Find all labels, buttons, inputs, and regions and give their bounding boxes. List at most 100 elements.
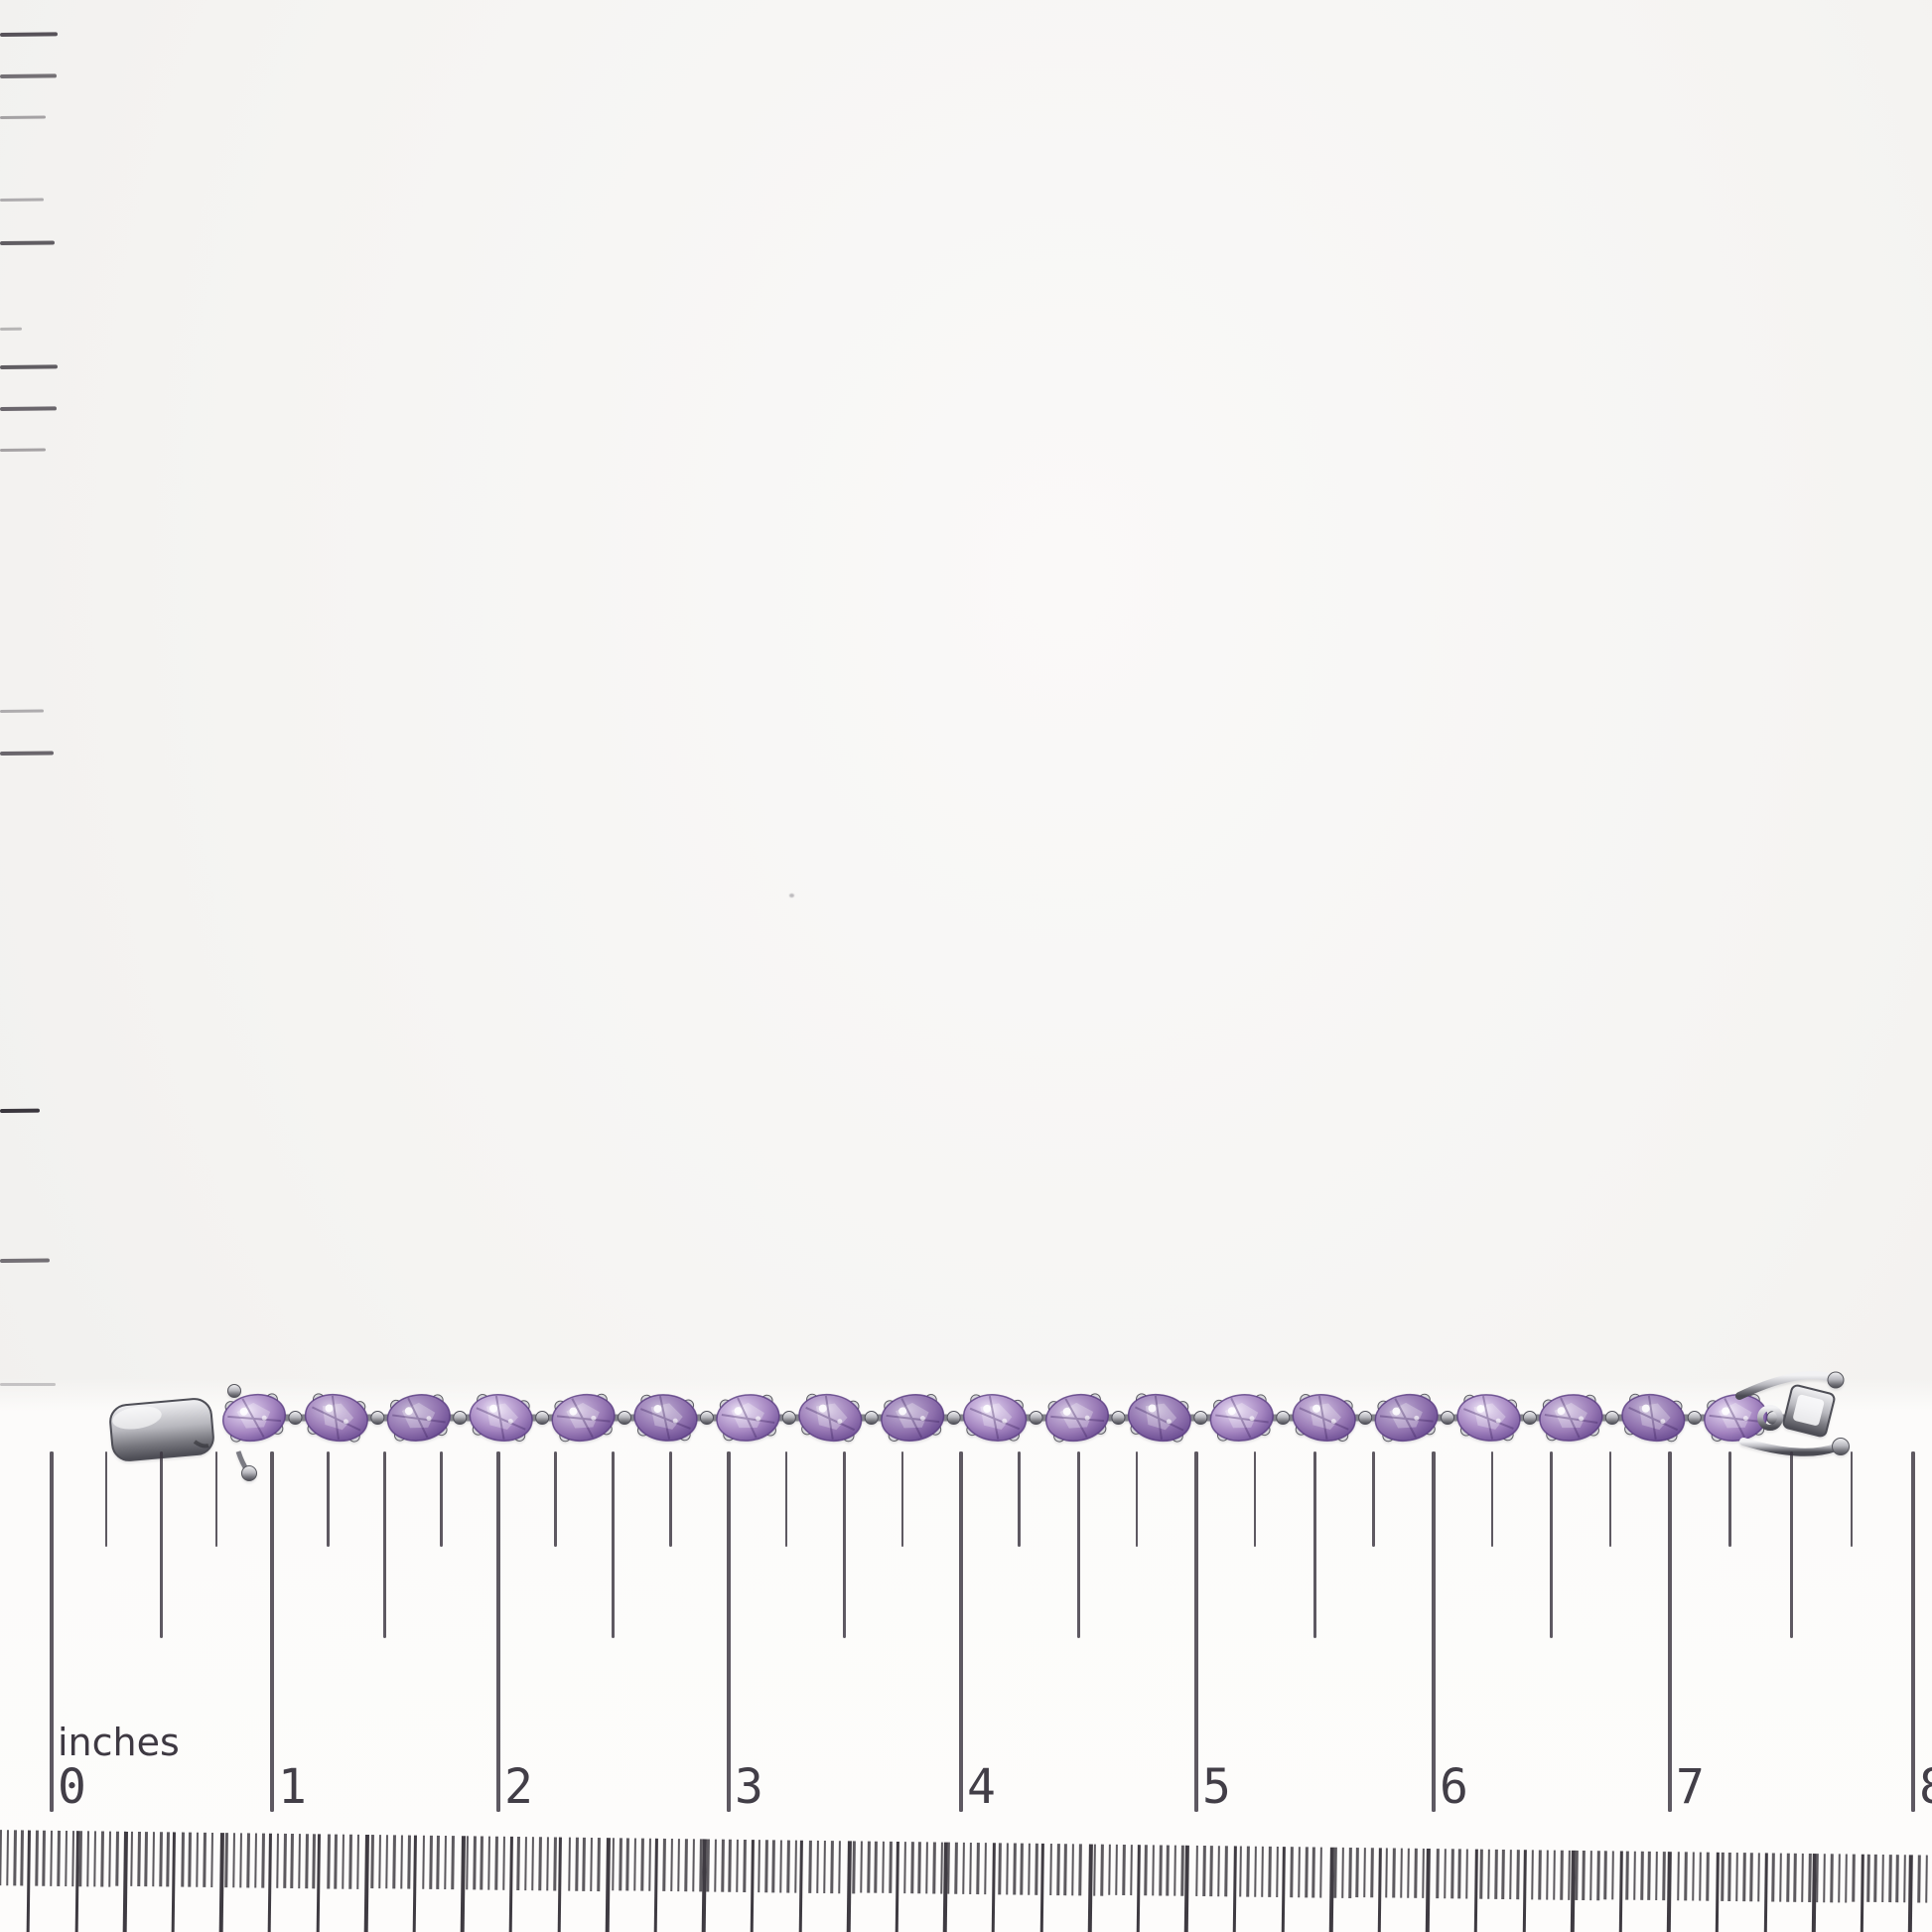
gem-sparkle [239,1407,248,1416]
gem-facet-lines [1544,1397,1598,1439]
mm-ruler-small-tick [575,1837,579,1891]
mm-ruler-small-tick [342,1834,345,1889]
mm-ruler-small-tick [355,1834,360,1889]
mm-ruler-long-tick [1860,1854,1865,1932]
inch-ruler-tick [1253,1451,1257,1547]
mm-ruler-small-tick [1180,1845,1184,1896]
inch-ruler-number: 6 [1440,1759,1468,1815]
mm-ruler-small-tick [1414,1848,1418,1899]
amethyst-gem [1209,1394,1274,1442]
mm-ruler-small-tick [684,1839,688,1892]
link-connector [1276,1411,1291,1425]
mm-ruler-small-tick [553,1837,557,1891]
link-connector [781,1411,796,1425]
right-clasp-lower-arm [1739,1438,1840,1456]
mm-ruler-small-tick [625,1838,629,1891]
mm-ruler-small-tick [429,1835,433,1890]
gem-link [1209,1394,1274,1442]
mm-ruler-long-tick [363,1834,369,1932]
gem-facet-lines [556,1398,611,1439]
mm-ruler-small-tick [1662,1852,1666,1901]
gem-sparkle [818,1404,827,1413]
mm-ruler-small-tick [1786,1853,1790,1902]
mm-ruler-long-tick [1522,1850,1527,1932]
mm-ruler-small-tick [1852,1854,1856,1903]
mm-ruler-small-tick [917,1842,921,1894]
mm-ruler-small-tick [1297,1847,1302,1898]
mm-ruler-long-tick [316,1834,321,1932]
gem-facet-lines [476,1395,526,1440]
mm-ruler-small-tick [13,1830,17,1886]
mm-ruler-small-tick [1246,1846,1250,1897]
mm-ruler-small-tick [196,1832,200,1887]
mm-ruler-small-tick [1275,1846,1280,1897]
mm-ruler-small-tick [385,1835,389,1889]
mm-ruler-small-tick [224,1833,228,1888]
gem-sparkle [653,1405,662,1414]
mm-ruler-small-tick [1421,1848,1426,1899]
mm-ruler-small-tick [1727,1852,1731,1901]
gem-facet-lines [1134,1395,1184,1440]
inch-ruler-tick [900,1451,903,1547]
gem-link [469,1394,533,1442]
mm-ruler-small-tick [1538,1850,1542,1900]
left-ruler-edge-mark [0,1383,56,1386]
gem-link [633,1394,698,1442]
gem-tone-overlay [1045,1394,1109,1442]
inch-ruler-tick [1194,1451,1198,1812]
gem-sparkle [343,1419,348,1425]
link-connector [699,1411,714,1425]
mm-ruler-small-tick [370,1835,374,1889]
amethyst-gem [881,1394,945,1442]
inch-ruler-tick [959,1451,963,1812]
mm-ruler-small-tick [1479,1849,1483,1899]
mm-ruler-small-tick [494,1836,498,1890]
link-connector [946,1411,961,1425]
mm-ruler-small-tick [188,1832,193,1887]
link-connector [618,1411,632,1425]
left-clasp-seam [193,1440,209,1449]
inch-ruler-tick [1135,1451,1139,1547]
mm-ruler-small-tick [1830,1854,1834,1902]
mm-ruler-small-tick [5,1830,10,1886]
mm-ruler-small-tick [1107,1844,1112,1896]
mm-ruler-small-tick [1166,1845,1170,1896]
mm-ruler-small-tick [1261,1846,1265,1897]
link-connector [1029,1411,1043,1425]
mm-ruler-small-tick [1801,1853,1805,1902]
mm-ruler-small-tick [669,1838,674,1892]
gem-sparkle [1392,1407,1401,1416]
gem-sparkle [261,1415,267,1421]
mm-ruler-small-tick [1888,1855,1892,1903]
gem-sparkle [919,1415,925,1421]
mm-ruler-long-tick [895,1841,900,1932]
mm-ruler-small-tick [1684,1852,1688,1901]
mm-ruler-small-tick [815,1840,820,1893]
amethyst-gem [716,1394,780,1442]
mm-ruler-small-tick [1115,1844,1119,1896]
mm-ruler-long-tick [557,1837,562,1932]
left-clasp-safety-knob [227,1384,241,1398]
mm-ruler-small-tick [1305,1847,1309,1898]
inch-ruler-number: 1 [278,1759,307,1815]
mm-ruler-small-tick [305,1834,309,1888]
gem-link [1044,1393,1110,1443]
inch-ruler-number: 8 [1919,1763,1932,1811]
mm-ruler-small-tick [348,1834,352,1889]
mm-ruler-small-tick [1173,1845,1177,1896]
amethyst-gem [1621,1393,1686,1443]
mm-ruler-small-tick [1436,1849,1440,1899]
mm-ruler-small-tick [1531,1850,1535,1900]
mm-ruler-long-tick [1666,1852,1672,1932]
mm-ruler-small-tick [1093,1844,1097,1896]
mm-ruler-small-tick [545,1837,550,1891]
gem-sparkle [325,1404,334,1413]
mm-ruler-small-tick [466,1836,470,1890]
gem-sparkle [837,1419,843,1425]
gem-tone-overlay [1375,1394,1438,1442]
mm-ruler-small-tick [1048,1844,1053,1895]
inch-ruler-tick [1490,1451,1493,1547]
mm-ruler-small-tick [93,1831,97,1886]
gem-sparkle [1311,1404,1320,1413]
